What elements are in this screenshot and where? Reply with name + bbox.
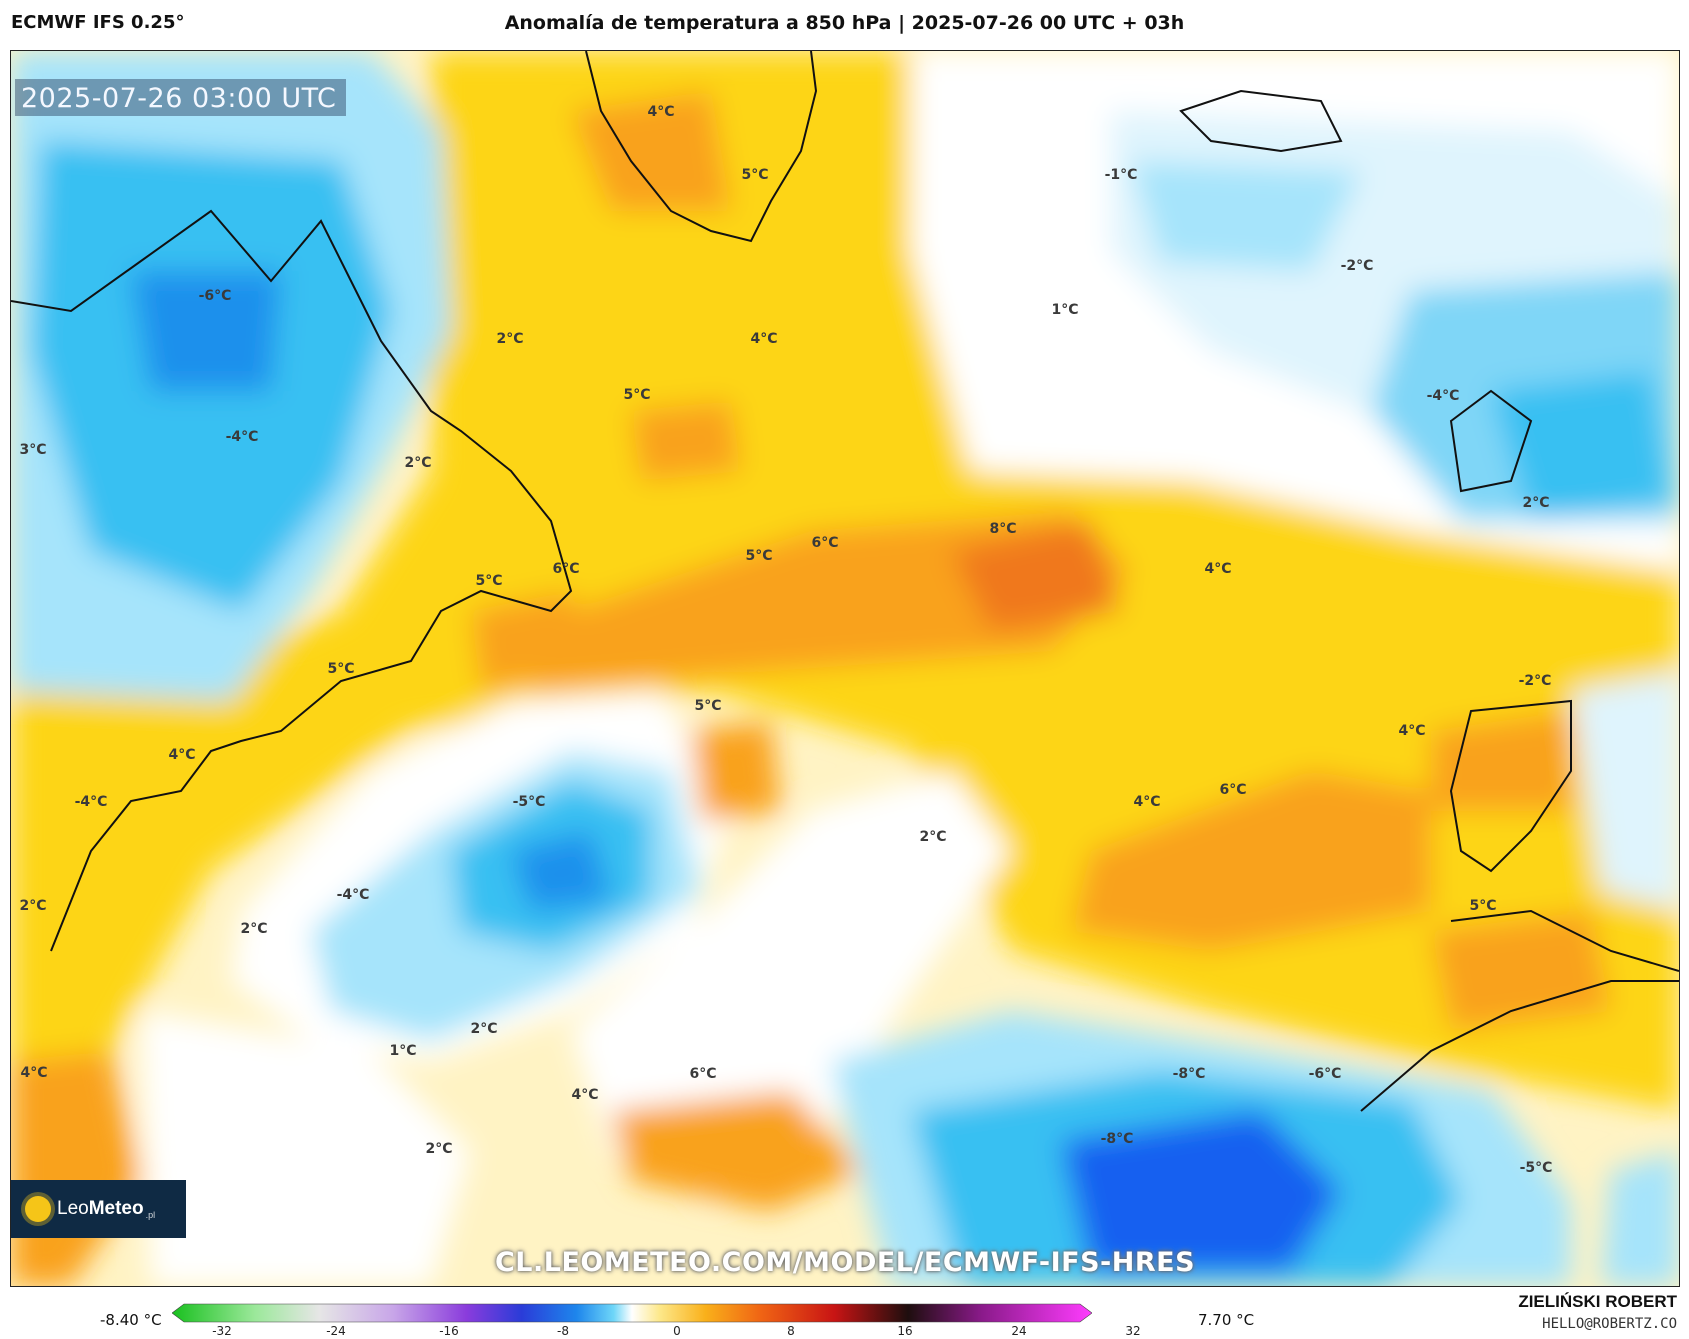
colorbar-tick: 24 — [1011, 1324, 1027, 1338]
contour-label: 4°C — [1204, 561, 1232, 577]
contour-label: 2°C — [19, 898, 47, 914]
contour-label: 2°C — [1522, 495, 1550, 511]
contour-label: 5°C — [623, 387, 651, 403]
contour-label: 3°C — [19, 442, 47, 458]
contour-label: 6°C — [811, 535, 839, 551]
contour-label: 4°C — [1133, 794, 1161, 810]
contour-label: 6°C — [1219, 782, 1247, 798]
ireland-coast — [1449, 389, 1533, 493]
brand-suffix: .pl — [145, 1210, 156, 1220]
contour-label: 4°C — [571, 1087, 599, 1103]
contour-label: -4°C — [1426, 388, 1460, 404]
colorbar-tick: 0 — [673, 1324, 681, 1338]
colorbar-tick: -8 — [557, 1324, 569, 1338]
contour-label: -8°C — [1100, 1131, 1134, 1147]
anomaly-field — [11, 51, 1679, 1286]
author-credit: ZIELIŃSKI ROBERT — [1518, 1292, 1677, 1311]
contour-label: 4°C — [647, 104, 675, 120]
author-email[interactable]: HELLO@ROBERTZ.CO — [1542, 1316, 1677, 1332]
contour-label: 5°C — [694, 698, 722, 714]
colorbar-min: -8.40 °C — [100, 1311, 162, 1329]
contour-label: 5°C — [475, 573, 503, 589]
colorbar-max: 7.70 °C — [1198, 1311, 1255, 1329]
sun-icon — [25, 1196, 51, 1222]
leometeo-logo[interactable]: Leo Meteo .pl — [11, 1180, 186, 1238]
contour-label: -4°C — [74, 794, 108, 810]
contour-label: 2°C — [496, 331, 524, 347]
contour-label: 2°C — [919, 829, 947, 845]
contour-label: 1°C — [1051, 302, 1079, 318]
contour-label: 2°C — [240, 921, 268, 937]
brand-bold: Meteo — [88, 1198, 144, 1219]
model-name: ECMWF IFS 0.25° — [11, 12, 185, 33]
contour-label: 6°C — [552, 561, 580, 577]
africa-coast — [1450, 909, 1679, 972]
contour-label: 4°C — [20, 1065, 48, 1081]
contour-label: 2°C — [404, 455, 432, 471]
colorbar-tick: 32 — [1125, 1324, 1141, 1338]
brand-light: Leo — [57, 1198, 89, 1219]
contour-label: 5°C — [1469, 898, 1497, 914]
contour-label: 4°C — [1398, 723, 1426, 739]
contour-label: 4°C — [750, 331, 778, 347]
contour-label: -4°C — [336, 887, 370, 903]
contour-label: -2°C — [1518, 673, 1552, 689]
greenland-coast — [585, 51, 818, 243]
map-title: Anomalía de temperatura a 850 hPa | 2025… — [504, 12, 1185, 34]
map-panel[interactable]: 2025-07-26 03:00 UTC 4°C 5°C -1°C -2°C -… — [10, 50, 1680, 1287]
iceland-coast — [1179, 89, 1343, 153]
source-url[interactable]: CL.LEOMETEO.COM/MODEL/ECMWF-IFS-HRES — [494, 1247, 1196, 1278]
contour-label: 6°C — [689, 1066, 717, 1082]
contour-label: -2°C — [1340, 258, 1374, 274]
contour-label: 4°C — [168, 747, 196, 763]
contour-label: -6°C — [1308, 1066, 1342, 1082]
contour-label: -5°C — [1519, 1160, 1553, 1176]
contour-label: -1°C — [1104, 167, 1138, 183]
valid-time: 2025-07-26 03:00 UTC — [15, 79, 347, 116]
colorbar-tick: -32 — [212, 1324, 232, 1338]
contour-label: -6°C — [198, 288, 232, 304]
contour-label: -8°C — [1172, 1066, 1206, 1082]
colorbar — [172, 1303, 1092, 1323]
contour-label: 5°C — [327, 661, 355, 677]
colorbar-tick: 8 — [787, 1324, 795, 1338]
contour-label: 1°C — [389, 1043, 417, 1059]
contour-label: 2°C — [470, 1021, 498, 1037]
morocco-coast — [1360, 980, 1679, 1112]
contour-label: 5°C — [741, 167, 769, 183]
contour-label: -4°C — [225, 429, 259, 445]
header: ECMWF IFS 0.25° Anomalía de temperatura … — [0, 0, 1689, 50]
iberia-coast — [1449, 699, 1572, 873]
contour-label: 2°C — [425, 1141, 453, 1157]
colorbar-tick: -24 — [326, 1324, 346, 1338]
north-america-coast — [11, 209, 573, 952]
contour-label: 5°C — [745, 548, 773, 564]
contour-label: 8°C — [989, 521, 1017, 537]
colorbar-tick: 16 — [897, 1324, 913, 1338]
contour-label: -5°C — [512, 794, 546, 810]
colorbar-tick: -16 — [439, 1324, 459, 1338]
